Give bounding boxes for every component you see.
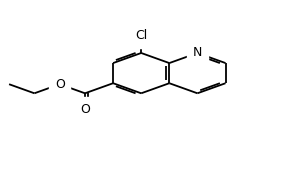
Text: O: O xyxy=(55,78,65,91)
Text: N: N xyxy=(193,46,202,59)
Text: O: O xyxy=(80,103,90,116)
Text: Cl: Cl xyxy=(135,29,147,42)
